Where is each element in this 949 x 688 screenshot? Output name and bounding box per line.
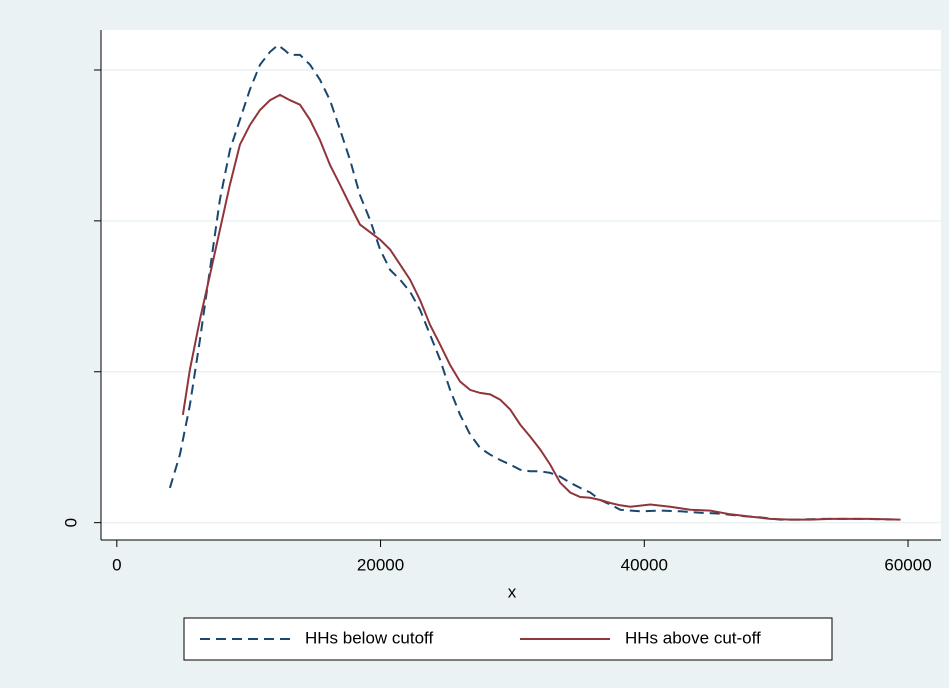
x-tick-label: 20000: [357, 555, 404, 574]
x-axis-title: x: [508, 582, 517, 601]
x-tick-label: 40000: [621, 555, 668, 574]
y-tick-label: 0: [61, 518, 80, 527]
density-line: [181, 93, 901, 521]
x-tick-label: 0: [112, 555, 121, 574]
legend-label: HHs above cut-off: [625, 628, 761, 647]
plot-region: [101, 30, 941, 540]
density-line: [168, 43, 901, 521]
legend: [183, 617, 833, 661]
legend-label: HHs below cutoff: [305, 628, 433, 647]
x-tick-label: 60000: [884, 555, 931, 574]
